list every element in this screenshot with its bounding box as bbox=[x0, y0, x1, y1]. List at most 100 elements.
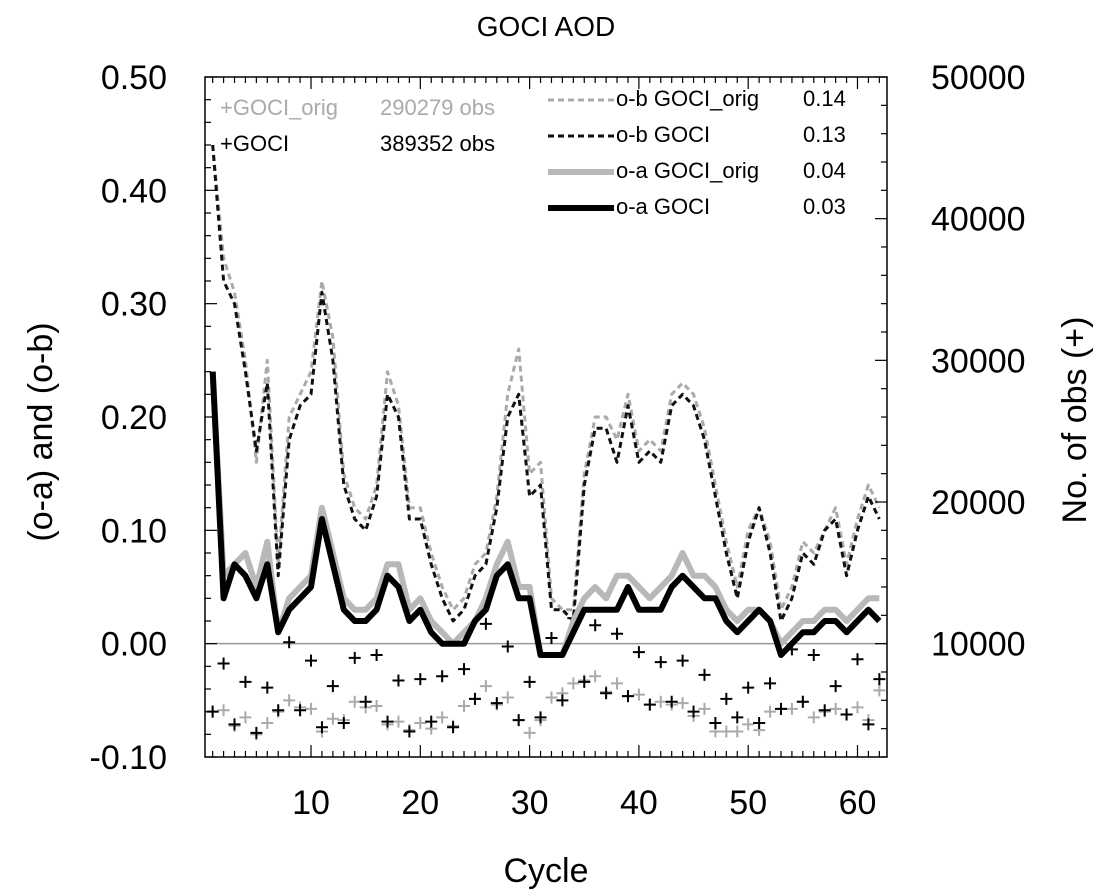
obs-marker bbox=[501, 640, 514, 653]
obs-marker bbox=[239, 675, 252, 688]
y-tick-label: 0.30 bbox=[101, 286, 167, 324]
legend-series-stat: 0.13 bbox=[803, 122, 846, 147]
obs-marker bbox=[665, 695, 678, 708]
x-tick-label: 60 bbox=[839, 784, 877, 822]
obs-marker bbox=[556, 694, 569, 707]
obs-marker bbox=[709, 717, 722, 729]
y-tick-label: 0.40 bbox=[101, 172, 167, 210]
legend-obs-name: +GOCI_orig bbox=[220, 95, 338, 120]
legend-series-stat: 0.04 bbox=[803, 158, 846, 183]
obs-marker bbox=[862, 718, 875, 731]
obs-marker bbox=[621, 690, 634, 703]
obs-marker bbox=[414, 717, 427, 729]
obs-marker bbox=[764, 705, 777, 718]
y-axis-label: (o-a) and (o-b) bbox=[22, 322, 60, 541]
obs-marker bbox=[720, 692, 733, 705]
obs-marker bbox=[348, 651, 361, 664]
legend-series-stat: 0.03 bbox=[803, 194, 846, 219]
obs-marker bbox=[753, 717, 766, 729]
series-line bbox=[211, 144, 881, 623]
obs-marker bbox=[217, 657, 230, 670]
obs-marker bbox=[676, 654, 689, 667]
obs-marker bbox=[807, 711, 820, 724]
obs-marker bbox=[796, 695, 809, 708]
legend-series-name: o-b GOCI bbox=[616, 122, 710, 147]
obs-marker bbox=[785, 702, 798, 715]
obs-marker bbox=[436, 711, 449, 724]
x-tick-label: 40 bbox=[620, 784, 658, 822]
obs-marker bbox=[698, 668, 711, 681]
obs-marker bbox=[283, 636, 296, 649]
obs-marker bbox=[479, 680, 492, 693]
obs-marker bbox=[326, 680, 339, 693]
obs-marker bbox=[458, 700, 471, 712]
obs-marker bbox=[305, 702, 318, 715]
obs-marker bbox=[534, 711, 547, 724]
obs-marker bbox=[873, 684, 886, 697]
obs-marker bbox=[851, 653, 864, 666]
series-line bbox=[209, 371, 882, 658]
legend-series-name: o-a GOCI_orig bbox=[616, 158, 759, 183]
obs-marker bbox=[359, 695, 372, 708]
obs-marker bbox=[731, 711, 744, 724]
obs-marker bbox=[501, 691, 514, 704]
obs-marker bbox=[337, 717, 350, 729]
legend-obs-count: 290279 obs bbox=[380, 95, 495, 120]
obs-marker bbox=[425, 715, 438, 728]
legend-obs-count: 389352 obs bbox=[380, 131, 495, 156]
obs-marker bbox=[829, 702, 842, 715]
obs-marker bbox=[600, 687, 613, 700]
legend-series-name: o-a GOCI bbox=[616, 194, 710, 219]
legend-obs-name: +GOCI bbox=[220, 131, 289, 156]
obs-marker bbox=[392, 715, 405, 728]
obs-marker bbox=[731, 725, 744, 738]
obs-marker bbox=[523, 726, 536, 739]
obs-marker bbox=[479, 617, 492, 630]
obs-marker bbox=[611, 627, 624, 640]
obs-marker bbox=[698, 702, 711, 715]
obs-marker bbox=[228, 718, 241, 731]
obs-marker bbox=[403, 725, 416, 738]
obs-marker bbox=[468, 692, 481, 705]
y-tick-label: 0.10 bbox=[101, 512, 167, 550]
x-tick-label: 10 bbox=[292, 784, 330, 822]
obs-marker bbox=[632, 688, 645, 701]
obs-marker bbox=[654, 656, 667, 669]
obs-marker bbox=[261, 681, 274, 694]
obs-marker bbox=[414, 673, 427, 686]
series-line bbox=[211, 144, 881, 612]
obs-marker bbox=[567, 677, 580, 690]
y-tick-label: 0.50 bbox=[101, 59, 167, 97]
obs-marker bbox=[436, 670, 449, 683]
obs-marker bbox=[589, 670, 602, 683]
y2-axis-label: No. of obs (+) bbox=[1056, 317, 1094, 524]
obs-marker bbox=[523, 675, 536, 688]
x-tick-label: 50 bbox=[729, 784, 767, 822]
obs-marker bbox=[632, 646, 645, 659]
obs-marker bbox=[818, 704, 831, 717]
obs-marker bbox=[261, 717, 274, 729]
x-tick-label: 20 bbox=[401, 784, 439, 822]
obs-marker bbox=[840, 708, 853, 721]
obs-marker bbox=[239, 711, 252, 724]
obs-marker bbox=[807, 649, 820, 661]
obs-marker bbox=[348, 695, 361, 708]
legend: +GOCI_orig 290279 obs +GOCI 389352 obs o-b G… bbox=[220, 86, 846, 219]
obs-marker bbox=[370, 700, 383, 712]
obs-marker bbox=[490, 697, 503, 710]
obs-marker bbox=[305, 654, 318, 667]
obs-marker bbox=[458, 663, 471, 676]
obs-marker bbox=[294, 704, 307, 717]
obs-marker bbox=[578, 675, 591, 688]
y-tick-label: -0.10 bbox=[90, 739, 168, 777]
y2-tick-label: 30000 bbox=[931, 342, 1026, 380]
y2-tick-label: 10000 bbox=[931, 626, 1026, 664]
obs-marker bbox=[676, 697, 689, 710]
obs-marker bbox=[283, 694, 296, 707]
obs-marker bbox=[250, 726, 263, 739]
obs-marker bbox=[742, 681, 755, 694]
obs-marker bbox=[217, 704, 230, 717]
legend-series-name: o-b GOCI_orig bbox=[616, 86, 759, 111]
y2-tick-label: 40000 bbox=[931, 201, 1026, 239]
